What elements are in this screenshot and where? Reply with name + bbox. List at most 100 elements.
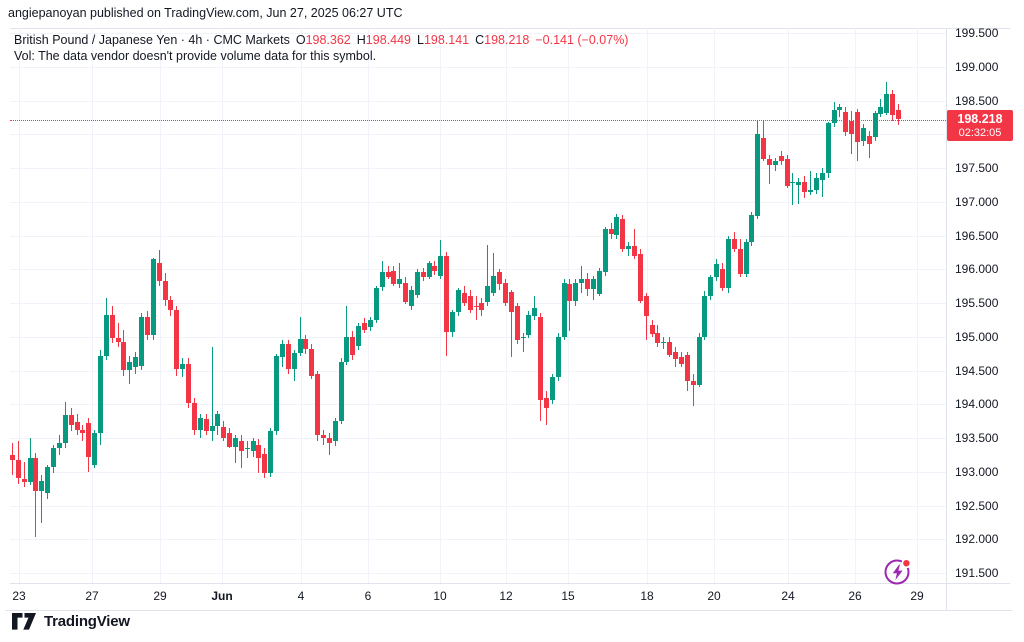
last-price-value: 198.218: [957, 112, 1003, 126]
bar-countdown: 02:32:05: [958, 127, 1002, 139]
price-axis-label: 194.500: [955, 364, 999, 378]
time-axis-label: 27: [85, 589, 99, 603]
candle-body: [896, 109, 901, 120]
candle-body: [749, 215, 754, 243]
tradingview-attribution[interactable]: TradingView: [12, 613, 130, 630]
candle-body: [444, 255, 449, 333]
candle-body: [33, 458, 38, 491]
time-gridline: [788, 28, 789, 583]
candle-body: [104, 314, 109, 356]
candle-body: [163, 281, 168, 301]
candle-body: [280, 344, 285, 357]
candle-body: [127, 362, 132, 371]
candle-body: [174, 309, 179, 370]
candle-body: [69, 415, 74, 425]
candle-body: [274, 355, 279, 432]
time-gridline: [92, 28, 93, 583]
candle-body: [714, 263, 719, 278]
candle-body: [720, 269, 725, 289]
candle-body: [204, 419, 209, 432]
time-gridline: [301, 28, 302, 583]
price-axis-label: 199.500: [955, 26, 999, 40]
time-gridline: [368, 28, 369, 583]
candle-wick: [212, 346, 213, 442]
candle-body: [327, 438, 332, 444]
candle-body: [620, 218, 625, 249]
candle-body: [303, 338, 308, 349]
candle-body: [509, 292, 514, 313]
time-axis-label: Jun: [211, 589, 233, 603]
time-gridline: [917, 28, 918, 583]
lightning-bolt-icon: [892, 564, 903, 580]
time-gridline: [506, 28, 507, 583]
price-axis-label: 193.500: [955, 431, 999, 445]
candle-wick: [839, 103, 840, 118]
ohlc-value: 198.141: [423, 33, 470, 47]
candle-body: [873, 113, 878, 137]
candle-body: [861, 127, 866, 141]
price-axis-label: 198.500: [955, 94, 999, 108]
candle-body: [427, 263, 432, 277]
candle-wick: [546, 390, 547, 425]
candle-body: [28, 458, 33, 482]
candle-body: [673, 352, 678, 360]
price-axis-label: 192.000: [955, 532, 999, 546]
price-axis-border: [946, 28, 947, 610]
candle-body: [832, 109, 837, 123]
candle-body: [726, 238, 731, 289]
candle-body: [133, 357, 138, 368]
candle-body: [521, 336, 526, 339]
candle-body: [702, 296, 707, 337]
candle-body: [210, 425, 215, 432]
spark-icon[interactable]: [883, 557, 913, 587]
candle-body: [479, 303, 484, 310]
candle-body: [567, 284, 572, 301]
candle-body: [450, 312, 455, 332]
candle-body: [738, 249, 743, 274]
candle-body: [168, 300, 173, 310]
price-axis-label: 192.500: [955, 499, 999, 513]
time-axis-label: 29: [910, 589, 924, 603]
price-gridline: [10, 438, 946, 439]
price-gridline: [10, 573, 946, 574]
candle-body: [421, 271, 426, 278]
candle-body: [744, 242, 749, 274]
price-gridline: [10, 539, 946, 540]
time-axis-label: 20: [707, 589, 721, 603]
candle-body: [110, 314, 115, 339]
candle-body: [644, 296, 649, 317]
price-gridline: [10, 202, 946, 203]
time-axis-label: 23: [12, 589, 26, 603]
candle-body: [667, 342, 672, 355]
candle-body: [679, 357, 684, 364]
candle-body: [80, 429, 85, 434]
symbol-legend: British Pound / Japanese Yen · 4h · CMC …: [14, 33, 628, 47]
candle-body: [16, 459, 21, 479]
price-axis-label: 197.500: [955, 161, 999, 175]
candle-body: [221, 427, 226, 438]
price-gridline: [10, 371, 946, 372]
candle-wick: [241, 434, 242, 469]
candle-body: [808, 189, 813, 192]
candle-body: [233, 438, 238, 447]
candle-body: [456, 290, 461, 313]
ohlc-value: 198.362: [305, 33, 351, 47]
price-axis[interactable]: 199.500 199.000 198.500 197.500 197.000 196.5…: [947, 26, 1024, 583]
candle-body: [227, 432, 232, 447]
price-axis-label: 199.000: [955, 60, 999, 74]
candle-body: [526, 314, 531, 335]
candle-body: [245, 448, 250, 450]
candle-body: [515, 306, 520, 341]
candle-body: [474, 306, 479, 308]
candle-body: [585, 279, 590, 290]
candle-wick: [769, 154, 770, 184]
price-gridline: [10, 337, 946, 338]
time-gridline: [19, 28, 20, 583]
candle-wick: [693, 373, 694, 406]
candle-body: [755, 134, 760, 216]
candle-body: [386, 271, 391, 277]
candle-body: [591, 279, 596, 290]
time-axis[interactable]: 23 27 29 Jun 4 6 10 12 15 18 20 24 26 29: [0, 584, 1024, 610]
